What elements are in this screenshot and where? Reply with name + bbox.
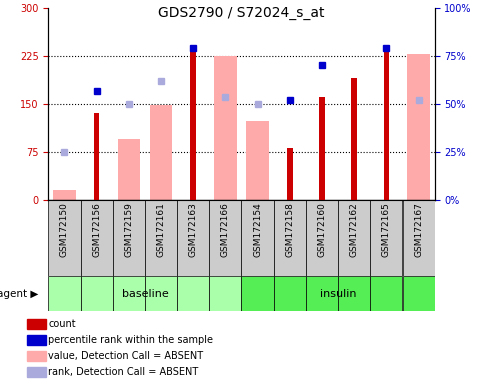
- Bar: [242, 276, 274, 311]
- Bar: [27, 367, 46, 377]
- Bar: [81, 276, 113, 311]
- Text: value, Detection Call = ABSENT: value, Detection Call = ABSENT: [48, 351, 203, 361]
- Bar: [117, 139, 140, 200]
- Bar: [242, 200, 274, 276]
- Bar: [246, 121, 269, 200]
- Text: insulin: insulin: [320, 289, 356, 299]
- Bar: [27, 319, 46, 329]
- Bar: [177, 200, 209, 276]
- Bar: [306, 200, 338, 276]
- Bar: [145, 200, 177, 276]
- Bar: [113, 200, 145, 276]
- Bar: [407, 54, 430, 200]
- Text: GDS2790 / S72024_s_at: GDS2790 / S72024_s_at: [158, 6, 325, 20]
- Bar: [319, 97, 325, 200]
- Text: GSM172159: GSM172159: [124, 202, 133, 257]
- Bar: [351, 78, 357, 200]
- Bar: [384, 46, 389, 200]
- Text: GSM172158: GSM172158: [285, 202, 294, 257]
- Text: GSM172163: GSM172163: [189, 202, 198, 257]
- Bar: [274, 276, 306, 311]
- Text: percentile rank within the sample: percentile rank within the sample: [48, 335, 213, 345]
- Bar: [113, 276, 145, 311]
- Text: GSM172154: GSM172154: [253, 202, 262, 257]
- Bar: [274, 200, 306, 276]
- Bar: [370, 200, 402, 276]
- Bar: [150, 105, 172, 200]
- Text: baseline: baseline: [122, 289, 168, 299]
- Bar: [81, 200, 113, 276]
- Bar: [338, 276, 370, 311]
- Bar: [48, 276, 81, 311]
- Bar: [306, 276, 338, 311]
- Text: GSM172165: GSM172165: [382, 202, 391, 257]
- Text: GSM172161: GSM172161: [156, 202, 166, 257]
- Bar: [287, 149, 293, 200]
- Bar: [190, 51, 196, 200]
- Text: GSM172167: GSM172167: [414, 202, 423, 257]
- Bar: [209, 200, 242, 276]
- Bar: [402, 200, 435, 276]
- Bar: [370, 276, 402, 311]
- Bar: [402, 276, 435, 311]
- Text: GSM172166: GSM172166: [221, 202, 230, 257]
- Bar: [338, 200, 370, 276]
- Bar: [27, 335, 46, 345]
- Text: agent ▶: agent ▶: [0, 289, 39, 299]
- Bar: [48, 200, 81, 276]
- Text: GSM172160: GSM172160: [317, 202, 327, 257]
- Bar: [209, 276, 242, 311]
- Text: rank, Detection Call = ABSENT: rank, Detection Call = ABSENT: [48, 367, 199, 377]
- Bar: [177, 276, 209, 311]
- Bar: [145, 276, 177, 311]
- Text: GSM172150: GSM172150: [60, 202, 69, 257]
- Bar: [94, 113, 99, 200]
- Bar: [27, 351, 46, 361]
- Text: count: count: [48, 319, 76, 329]
- Bar: [214, 56, 237, 200]
- Text: GSM172162: GSM172162: [350, 202, 359, 257]
- Bar: [53, 190, 76, 200]
- Text: GSM172156: GSM172156: [92, 202, 101, 257]
